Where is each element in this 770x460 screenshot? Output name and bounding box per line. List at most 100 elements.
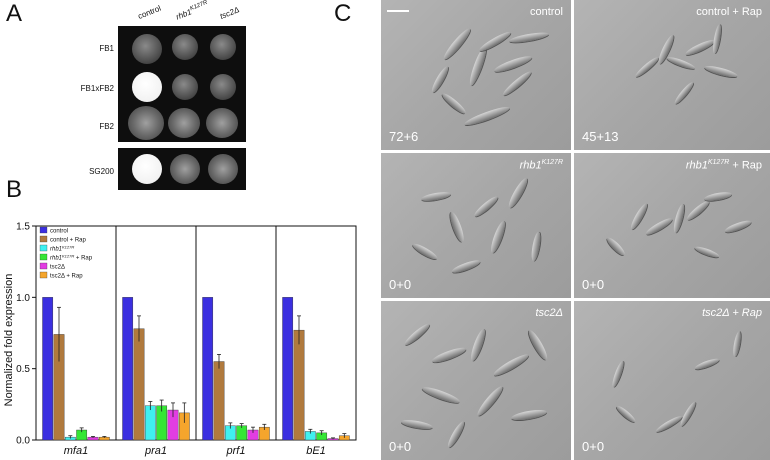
cell <box>445 419 467 450</box>
count-label: 0+0 <box>582 439 605 454</box>
colony-fb2-tsc2 <box>206 108 238 138</box>
legend-swatch <box>39 262 48 270</box>
condition-main: rhb1 <box>685 159 708 172</box>
colony-sg200-tsc2 <box>208 154 238 184</box>
cell <box>441 26 473 62</box>
y-tick-label: 0.0 <box>16 436 30 447</box>
colony-fb2-control <box>128 106 164 140</box>
row-label-fb1: FB1 <box>99 44 114 53</box>
legend-label-main: rhb1 <box>50 256 62 262</box>
row-label-sg200: SG200 <box>89 167 114 176</box>
bar <box>293 329 305 441</box>
scale-bar <box>387 10 409 12</box>
x-category-label: bE1 <box>306 445 326 457</box>
cell <box>472 194 500 219</box>
cell <box>633 55 661 79</box>
legend-label: control <box>50 229 68 235</box>
count-label: 72+6 <box>389 129 419 144</box>
cell <box>672 80 696 106</box>
x-category-label: prf1 <box>226 445 246 457</box>
condition-sup: K127R <box>707 159 730 166</box>
cell <box>711 23 723 55</box>
cell <box>430 345 468 365</box>
legend-label-sup: K127R <box>62 245 74 250</box>
condition-label: tsc2Δ <box>535 307 563 319</box>
cell <box>529 231 543 262</box>
micrograph-tsc2-rap: tsc2Δ + Rap 0+0 <box>574 301 770 460</box>
y-tick-label: 1.0 <box>16 293 30 304</box>
cell <box>693 244 721 260</box>
legend-label: control + Rap <box>50 238 87 244</box>
condition-label: rhb1K127R <box>520 159 563 172</box>
cell <box>693 356 721 372</box>
cell <box>508 30 550 45</box>
row-label-fb2: FB2 <box>99 122 114 131</box>
legend-label-main: control + Rap <box>50 238 87 244</box>
count-label: 0+0 <box>389 277 412 292</box>
col-label-rhb1-sup: K127R <box>189 0 209 13</box>
condition-label: rhb1K127R + Rap <box>686 159 762 172</box>
cell <box>420 190 452 203</box>
bar <box>213 361 225 441</box>
cell <box>506 176 530 210</box>
expression-bar-chart: Normalized fold expression 0.00.51.01.5 … <box>3 222 357 457</box>
row-label-fb1xfb2: FB1xFB2 <box>80 84 114 93</box>
panel-b-letter: B <box>6 176 23 203</box>
bar <box>282 297 294 441</box>
group-frame <box>275 225 357 441</box>
cell <box>731 330 743 358</box>
y-axis-label: Normalized fold expression <box>3 274 15 407</box>
micrograph-rhb1-rap: rhb1K127R + Rap 0+0 <box>574 153 770 298</box>
bar <box>202 297 214 441</box>
legend-label: rhb1K127R <box>50 245 74 253</box>
cell <box>463 104 511 128</box>
cell <box>665 55 697 71</box>
cell <box>671 203 687 234</box>
bar <box>42 297 54 441</box>
legend-swatch <box>39 253 48 261</box>
col-label-rhb1: rhb1K127R <box>174 0 209 22</box>
cell <box>526 328 550 362</box>
cell <box>605 235 627 258</box>
condition-sup: K127R <box>541 159 563 166</box>
plate-lower <box>118 148 246 190</box>
condition-label: control + Rap <box>696 6 762 18</box>
legend-label-sup: K127R <box>62 254 74 259</box>
bar <box>122 297 134 441</box>
count-label: 0+0 <box>582 277 605 292</box>
cell <box>477 29 513 54</box>
cell <box>400 418 434 431</box>
x-category-label: mfa1 <box>64 445 88 457</box>
col-label-control: control <box>136 3 163 22</box>
condition-label: tsc2Δ + Rap <box>702 307 762 319</box>
colony-fb1-control <box>132 34 162 64</box>
cell <box>723 218 753 235</box>
legend-label: rhb1K127R + Rap <box>50 254 93 262</box>
bar <box>144 405 156 441</box>
legend-swatch <box>39 226 48 234</box>
cell <box>685 198 711 223</box>
micrograph-control-rap: control + Rap 45+13 <box>574 0 770 150</box>
colony-fb1xfb2-control <box>132 72 162 102</box>
bar <box>236 425 248 441</box>
cell <box>610 359 626 389</box>
cell <box>703 63 739 80</box>
cell <box>684 37 716 58</box>
cell <box>678 400 698 428</box>
cell <box>491 351 531 379</box>
cell <box>447 210 467 244</box>
colony-sg200-rhb1 <box>170 154 200 184</box>
colony-fb2-rhb1 <box>168 108 200 138</box>
cell <box>500 69 534 98</box>
y-tick-label: 1.5 <box>16 222 30 233</box>
cell <box>644 215 674 238</box>
condition-main: rhb1 <box>519 159 542 172</box>
panel-a-letter: A <box>6 0 23 27</box>
condition-suffix: + Rap <box>729 159 762 172</box>
count-label: 45+13 <box>582 129 619 144</box>
legend-swatch <box>39 271 48 279</box>
legend-swatch <box>39 235 48 243</box>
colony-fb1xfb2-rhb1 <box>172 74 198 100</box>
cell <box>510 407 548 423</box>
